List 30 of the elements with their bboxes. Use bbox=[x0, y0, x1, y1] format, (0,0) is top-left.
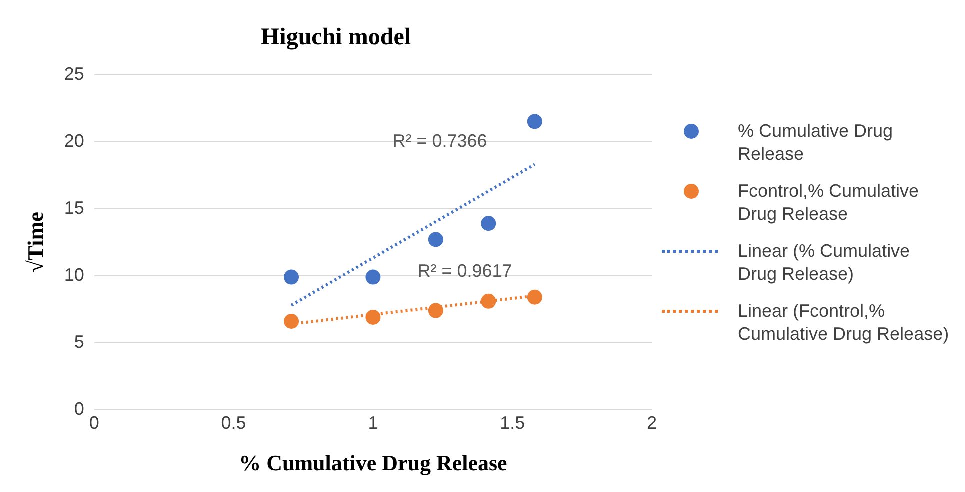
legend-label: % Cumulative Drug Release bbox=[738, 120, 894, 166]
x-tick-label: 0 bbox=[89, 412, 100, 433]
point bbox=[366, 310, 381, 325]
point bbox=[481, 216, 496, 232]
y-tick-label: 0 bbox=[74, 398, 84, 419]
y-tick-label: 5 bbox=[74, 332, 84, 352]
y-axis-title: √Time bbox=[22, 212, 48, 273]
chart-title: Higuchi model bbox=[260, 24, 412, 51]
annotation: R² = 0.7366 bbox=[392, 130, 488, 151]
x-tick-label: 1.5 bbox=[500, 412, 526, 433]
point bbox=[366, 270, 381, 285]
x-tick-label: 0.5 bbox=[221, 412, 246, 433]
x-tick-label: 2 bbox=[646, 412, 657, 433]
point bbox=[527, 290, 542, 305]
point bbox=[481, 294, 496, 309]
x-axis-title: % Cumulative Drug Release bbox=[239, 450, 508, 476]
y-tick-label: 10 bbox=[64, 264, 84, 285]
y-tick-label: 25 bbox=[64, 64, 84, 84]
point bbox=[428, 303, 444, 318]
legend-label: Fcontrol,% Cumulative Drug Release bbox=[738, 180, 920, 226]
y-tick-label: 15 bbox=[64, 198, 84, 218]
y-tick-label: 20 bbox=[64, 130, 84, 151]
point bbox=[428, 232, 444, 248]
legend-label: Linear (% Cumulative Drug Release) bbox=[738, 240, 912, 286]
point bbox=[284, 270, 300, 285]
point bbox=[284, 314, 300, 330]
legend-label: Linear (Fcontrol,% Cumulative Drug Release) bbox=[738, 300, 950, 346]
annotation: R² = 0.9617 bbox=[418, 260, 512, 281]
point bbox=[527, 114, 542, 130]
x-tick-label: 1 bbox=[368, 412, 378, 433]
